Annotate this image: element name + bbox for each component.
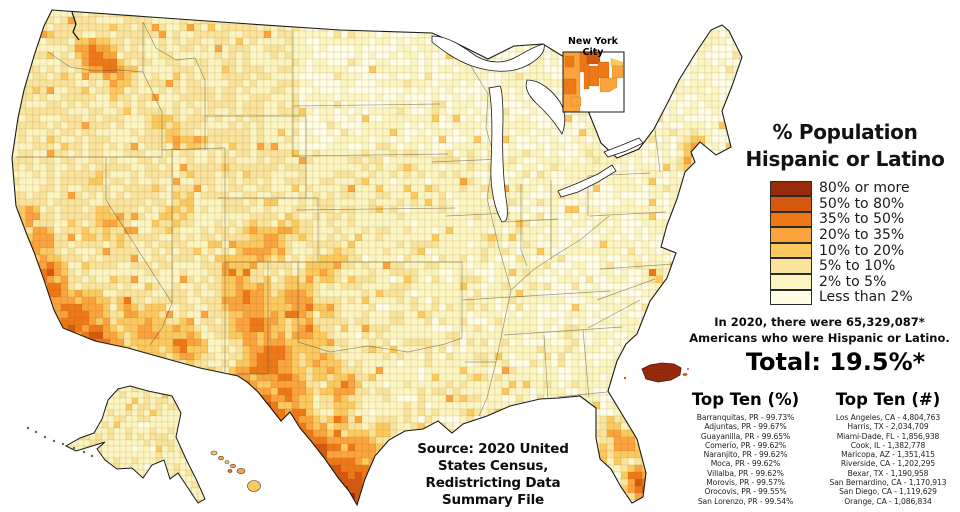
legend-row-7: Less than 2% [770, 289, 913, 306]
top-ten-percent-item: Adjuntas, PR - 99.67% [704, 422, 787, 432]
legend-swatch [770, 289, 812, 306]
legend-row-3: 20% to 35% [770, 227, 913, 244]
legend-label: 20% to 35% [819, 227, 905, 244]
map-legend: 80% or more 50% to 80% 35% to 50% 20% to 35… [770, 180, 913, 306]
nyc-inset-label: New York City [567, 36, 618, 58]
legend-swatch [770, 180, 812, 197]
top-ten-percent-list: Barranquitas, PR - 99.73% Adjuntas, PR - … [658, 413, 833, 506]
legend-row-5: 5% to 10% [770, 258, 913, 275]
legend-swatch [770, 274, 812, 290]
hawaii-island [247, 480, 261, 492]
state-borders [16, 21, 675, 417]
legend-row-4: 10% to 20% [770, 242, 913, 259]
legend-swatch [770, 242, 812, 259]
nyc-inset-border [562, 51, 625, 113]
legend-label: 5% to 10% [819, 258, 896, 275]
top-ten-percent-heading: Top Ten (%) [691, 390, 800, 409]
hawaii-island [227, 469, 233, 473]
stats-line1: In 2020, there were 65,329,087* [714, 315, 925, 329]
top-ten-count-item: Harris, TX - 2,034,709 [847, 422, 929, 432]
top-ten-count-item: San Bernardino, CA - 1,170,913 [829, 478, 947, 488]
top-ten-count-item: Riverside, CA - 1,202,295 [840, 459, 936, 469]
legend-swatch [770, 196, 812, 212]
stats-line2: Americans who were Hispanic or Latino. [689, 331, 950, 345]
top-ten-count-list: Los Angeles, CA - 4,804,763 Harris, TX - … [798, 413, 960, 506]
legend-swatch [770, 211, 812, 228]
map-title-line2: Hispanic or Latino [745, 147, 945, 171]
total-percent: Total: 19.5%* [745, 348, 926, 376]
aleutian-island [34, 430, 38, 434]
map-title-line1: % Population [772, 120, 918, 144]
aleutian-island [26, 426, 30, 430]
puget-sound [71, 11, 80, 41]
legend-label: Less than 2% [819, 289, 913, 306]
aleutian-island [43, 435, 47, 439]
legend-label: 10% to 20% [819, 242, 905, 259]
top-ten-count-heading: Top Ten (#) [835, 390, 941, 409]
hawaii-island [224, 460, 230, 464]
legend-swatch [770, 227, 812, 243]
top-ten-percent-item: Guayanilla, PR - 99.65% [700, 431, 791, 441]
legend-label: 35% to 50% [819, 211, 905, 228]
source-line2: States Census, [437, 458, 549, 474]
stats-text: In 2020, there were 65,329,087* American… [677, 314, 960, 346]
top-ten-percent-item: Comerío, PR - 99.62% [704, 440, 787, 450]
legend-label: 80% or more [819, 180, 910, 197]
legend-row-6: 2% to 5% [770, 273, 913, 291]
us-outline [11, 9, 743, 507]
top-ten-count-item: Bexar, TX - 1,190,958 [847, 468, 929, 478]
hawaii-island [210, 450, 218, 456]
top-ten-percent-item: Morovis, PR - 99.57% [706, 478, 785, 488]
legend-row-0: 80% or more [770, 180, 913, 197]
top-ten-percent-item: Naranjito, PR - 99.62% [703, 450, 788, 460]
vieques-island [682, 373, 688, 376]
source-line1: Source: 2020 United [417, 441, 569, 457]
alaska-outline [64, 385, 206, 504]
legend-label: 2% to 5% [819, 273, 887, 290]
aleutian-island [52, 439, 56, 443]
great-lakes [431, 35, 644, 223]
nyc-inset-map [563, 52, 624, 112]
source-line3: Redistricting Data [425, 475, 561, 491]
puerto-rico-texture [642, 363, 681, 382]
top-ten-count-item: Orange, CA - 1,086,834 [844, 496, 932, 506]
top-ten-percent-item: Orocovis, PR - 99.55% [704, 487, 787, 497]
top-ten-percent-column: Top Ten (%) Barranquitas, PR - 99.73% Adj… [658, 390, 833, 506]
source-line4: Summary File [442, 492, 544, 508]
top-ten-percent-item: Villalba, PR - 99.62% [707, 468, 784, 478]
top-ten-percent-item: Barranquitas, PR - 99.73% [696, 413, 795, 422]
aleutian-island [61, 442, 65, 446]
culebra-island [687, 368, 689, 370]
hawaii-island [230, 463, 236, 469]
top-ten-count-item: Cook, IL - 1,382,778 [850, 440, 926, 450]
map-title: % Population Hispanic or Latino [725, 119, 960, 173]
top-ten-percent-item: Moca, PR - 99.62% [710, 459, 781, 469]
aleutian-island [72, 446, 76, 450]
hawaii-island [236, 468, 246, 474]
hawaii-island [218, 455, 224, 461]
aleutian-island [90, 454, 94, 458]
alaska-mosaic [66, 386, 205, 503]
legend-row-1: 50% to 80% [770, 195, 913, 213]
top-ten-count-item: Los Angeles, CA - 4,804,763 [835, 413, 941, 422]
legend-row-2: 35% to 50% [770, 211, 913, 228]
legend-swatch [770, 258, 812, 275]
top-ten-percent-item: San Lorenzo, PR - 99.54% [697, 496, 794, 506]
top-ten-count-item: Miami-Dade, FL - 1,856,938 [836, 431, 940, 441]
top-ten-count-column: Top Ten (#) Los Angeles, CA - 4,804,763 H… [798, 390, 960, 506]
top-ten-count-item: Maricopa, AZ - 1,351,415 [841, 450, 935, 460]
aleutian-island [82, 450, 86, 454]
legend-label: 50% to 80% [819, 195, 905, 212]
top-ten-count-item: San Diego, CA - 1,119,629 [839, 487, 937, 497]
source-note: Source: 2020 United States Census, Redis… [382, 441, 604, 512]
mona-island [623, 376, 627, 380]
